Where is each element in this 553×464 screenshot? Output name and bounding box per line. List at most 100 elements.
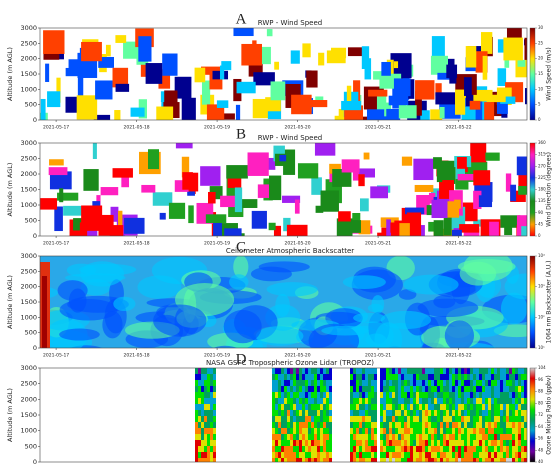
cell (320, 434, 323, 440)
cell (497, 434, 500, 440)
cell (331, 48, 346, 58)
cell (281, 368, 284, 374)
cell (284, 398, 287, 404)
cell (293, 452, 296, 458)
cell (407, 380, 410, 386)
cell (395, 368, 398, 374)
cell (207, 446, 210, 452)
cell (470, 428, 473, 434)
cell (368, 404, 371, 410)
cell (473, 440, 476, 446)
cell (308, 374, 311, 380)
cell (201, 386, 204, 392)
cell (296, 386, 299, 392)
cell (272, 434, 275, 440)
cell (464, 434, 467, 440)
cell (524, 452, 527, 458)
cell (482, 416, 485, 422)
cell (362, 386, 365, 392)
cell (314, 386, 317, 392)
cell (160, 213, 166, 220)
cell (368, 386, 371, 392)
cell (106, 45, 111, 57)
cell (416, 386, 419, 392)
cell (290, 386, 293, 392)
cell (362, 404, 365, 410)
cell (272, 386, 275, 392)
cell (93, 142, 97, 159)
cell (410, 386, 413, 392)
cell (386, 434, 389, 440)
cell (476, 446, 479, 452)
cell (434, 458, 437, 464)
cell (485, 398, 488, 404)
cell (198, 380, 201, 386)
cell (416, 392, 419, 398)
cell (302, 416, 305, 422)
cell (207, 386, 210, 392)
cell (518, 392, 521, 398)
cell (383, 368, 386, 374)
cell (279, 155, 286, 161)
cell (407, 440, 410, 446)
cell (182, 172, 193, 190)
cell (395, 458, 398, 464)
cell (350, 380, 353, 386)
cell (518, 452, 521, 458)
cell (350, 386, 353, 392)
cell (284, 380, 287, 386)
cell (404, 386, 407, 392)
cell (488, 422, 491, 428)
cell (482, 410, 485, 416)
cell (482, 368, 485, 374)
cell (437, 398, 440, 404)
cell (398, 428, 401, 434)
cell (392, 446, 395, 452)
cell (323, 452, 326, 458)
cell (452, 380, 455, 386)
cell (422, 398, 425, 404)
cell (359, 404, 362, 410)
cell (419, 446, 422, 452)
cell (466, 46, 477, 67)
cell (195, 68, 206, 83)
cell (512, 386, 515, 392)
cell (299, 452, 302, 458)
cell (305, 380, 308, 386)
cell (416, 422, 419, 428)
cell (380, 392, 383, 398)
cell (419, 380, 422, 386)
cell (485, 386, 488, 392)
cell (374, 404, 377, 410)
cell (419, 398, 422, 404)
cell (323, 398, 326, 404)
cell (311, 398, 314, 404)
cell (302, 398, 305, 404)
cell (284, 458, 287, 464)
cell (198, 428, 201, 434)
cell (204, 428, 207, 434)
cell (494, 404, 497, 410)
cell (518, 386, 521, 392)
cell (461, 458, 464, 464)
cell (195, 392, 198, 398)
cell (488, 404, 491, 410)
cell (198, 368, 201, 374)
cell (425, 416, 428, 422)
cell (365, 458, 368, 464)
cell (188, 205, 193, 223)
cell (464, 458, 467, 464)
cell (494, 422, 497, 428)
cell (476, 452, 479, 458)
x-tick-label: 2021-05-18 (124, 125, 150, 131)
cell (287, 446, 290, 452)
cell (296, 380, 299, 386)
cell (281, 446, 284, 452)
cell (506, 380, 509, 386)
y-tick-label: 2500 (20, 267, 37, 275)
cell (275, 404, 278, 410)
cell (311, 392, 314, 398)
cell (368, 368, 371, 374)
cell (503, 404, 506, 410)
cell (437, 422, 440, 428)
